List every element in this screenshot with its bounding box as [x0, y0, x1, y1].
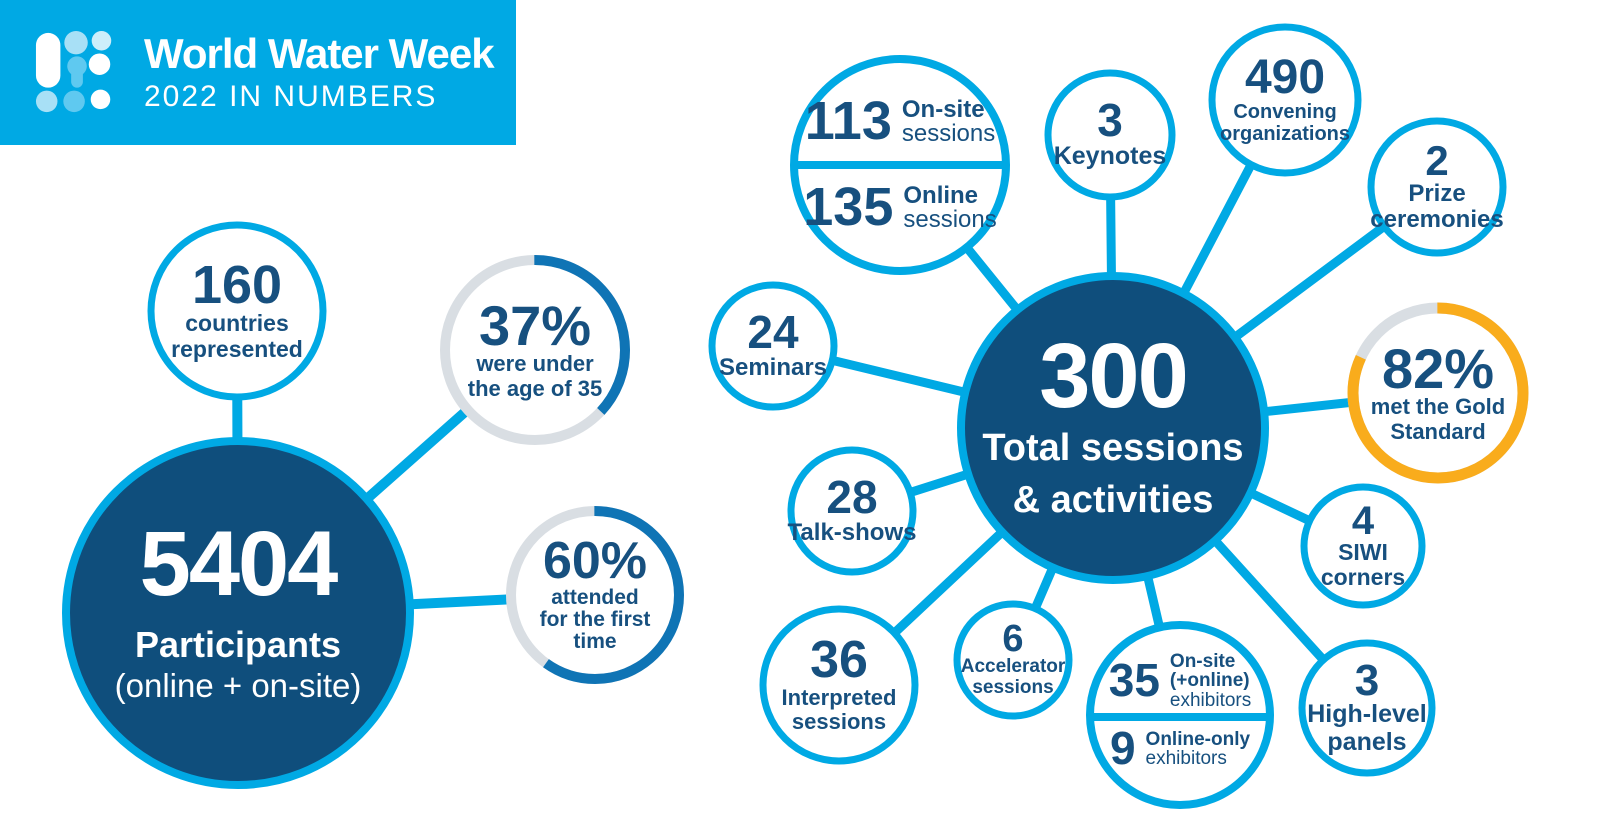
accelerator-label-line1: Accelerator: [960, 656, 1066, 678]
high-level-value: 3: [1354, 655, 1380, 705]
convening-organizations-circle: [1208, 23, 1362, 177]
first-time-label-line3: time: [573, 629, 617, 653]
prize-ceremonies-circle: [1367, 117, 1507, 257]
siwi-corners-circle: [1300, 483, 1426, 609]
participants-hub-circle: [62, 437, 414, 789]
gold-standard-label-line2: Standard: [1390, 418, 1486, 444]
interpreted-value: 36: [810, 631, 868, 690]
countries-label-line1: countries: [185, 310, 289, 337]
onsite-sessions-label-bold: On-site: [901, 95, 985, 123]
bubble-interpreted-sessions: 36 Interpreted sessions: [763, 609, 915, 761]
online-sessions-label-reg: sessions: [903, 206, 997, 233]
talk-shows-circle: [787, 446, 917, 576]
countries-label-line2: represented: [171, 335, 303, 362]
first-time-label-line2: for the first: [539, 607, 651, 631]
bubble-accelerator-sessions: 6 Accelerator sessions: [957, 604, 1069, 716]
accelerator-label-line2: sessions: [972, 677, 1054, 699]
bubble-onsite-online-sessions: 113 On-site sessions 135 Online sessions: [794, 59, 1006, 271]
onsite-exhibitors-half: 35 On-site (+online) exhibitors: [1090, 647, 1270, 715]
sessions-hub-circle: [957, 272, 1269, 584]
participants-value: 5404: [139, 513, 339, 616]
onsite-sessions-value: 113: [804, 91, 892, 152]
prize-value: 2: [1425, 136, 1449, 184]
gold-standard-value: 82%: [1381, 337, 1495, 401]
total-sessions-label-line1: Total sessions: [982, 427, 1244, 470]
siwi-corners-value: 4: [1351, 498, 1375, 543]
bubble-exhibitors: 35 On-site (+online) exhibitors 9 Online…: [1090, 625, 1270, 805]
talk-shows-label: Talk-shows: [787, 518, 917, 546]
onsite-exhibitors-label-reg: exhibitors: [1169, 689, 1252, 711]
keynotes-value: 3: [1097, 94, 1123, 147]
online-exhibitors-label-reg: exhibitors: [1145, 748, 1227, 769]
keynotes-circle: [1044, 69, 1176, 201]
onsite-sessions-half: 113 On-site sessions: [794, 79, 1006, 165]
interpreted-sessions-circle: [759, 605, 919, 765]
high-level-label-line2: panels: [1327, 727, 1407, 756]
bubble-talk-shows: 28 Talk-shows: [788, 450, 917, 572]
total-sessions-value: 300: [1039, 324, 1188, 427]
gold-standard-ring-arc: [1347, 302, 1529, 484]
first-time-value: 60%: [542, 532, 648, 591]
gold-standard-label-line1: met the Gold: [1370, 394, 1506, 420]
keynotes-label: Keynotes: [1053, 142, 1167, 171]
hub-participants: 5404 Participants (online + on-site): [66, 441, 410, 785]
bubble-countries: 160 countries represented: [151, 225, 323, 397]
accelerator-sessions-circle: [953, 600, 1073, 720]
bubble-siwi-corners: 4 SIWI corners: [1304, 487, 1422, 605]
online-exhibitors-label-bold: Online-only: [1145, 728, 1251, 750]
countries-circle: [147, 221, 327, 401]
onsite-sessions-label-reg: sessions: [901, 120, 996, 147]
bubble-first-time: 60% attended for the first time: [511, 511, 679, 679]
under-35-ring-arc: [440, 255, 630, 445]
siwi-corners-label-line2: corners: [1320, 564, 1406, 590]
onsite-exhibitors-label-bold1: On-site: [1169, 650, 1236, 672]
first-time-label-line1: attended: [551, 585, 639, 609]
seminars-circle: [708, 281, 838, 411]
convening-value: 490: [1244, 51, 1326, 105]
countries-value: 160: [191, 255, 283, 316]
total-sessions-label-line2: & activities: [1012, 478, 1214, 521]
onsite-exhibitors-label-bold2: (+online): [1169, 670, 1250, 692]
talk-shows-value: 28: [826, 470, 878, 523]
under-35-value: 37%: [478, 294, 592, 358]
bubble-high-level-panels: 3 High-level panels: [1302, 643, 1432, 773]
bubble-gold-standard: 82% met the Gold Standard: [1353, 308, 1523, 478]
header-banner: World Water Week 2022 IN NUMBERS: [0, 0, 516, 145]
page-subtitle: 2022 IN NUMBERS: [144, 80, 438, 113]
bubble-keynotes: 3 Keynotes: [1048, 73, 1172, 197]
siwi-water-drops-logo-icon: [35, 30, 112, 112]
convening-label-line2: organizations: [1219, 122, 1350, 145]
bubble-under-35: 37% were under the age of 35: [445, 260, 625, 440]
onsite-exhibitors-value: 35: [1108, 654, 1160, 707]
online-exhibitors-value: 9: [1109, 722, 1136, 775]
participants-label: Participants: [134, 623, 342, 665]
online-sessions-half: 135 Online sessions: [794, 165, 1006, 251]
siwi-corners-label-line1: SIWI: [1338, 538, 1388, 565]
page-title: World Water Week: [144, 30, 495, 77]
participants-sublabel: (online + on-site): [114, 667, 362, 705]
prize-label-line1: Prize: [1408, 179, 1466, 207]
convening-label-line1: Convening: [1233, 100, 1337, 123]
online-exhibitors-half: 9 Online-only exhibitors: [1090, 715, 1270, 783]
interpreted-label-line1: Interpreted: [781, 684, 897, 710]
seminars-label: Seminars: [718, 353, 828, 381]
first-time-ring-arc: [506, 506, 684, 684]
bubble-convening-organizations: 490 Convening organizations: [1212, 27, 1358, 173]
bubble-prize-ceremonies: 2 Prize ceremonies: [1370, 121, 1504, 253]
online-sessions-value: 135: [803, 177, 894, 238]
bubble-seminars: 24 Seminars: [712, 285, 834, 407]
accelerator-value: 6: [1002, 618, 1024, 661]
under-35-label-line1: were under: [476, 351, 594, 377]
under-35-label-line2: the age of 35: [467, 375, 603, 401]
seminars-value: 24: [747, 305, 799, 358]
high-level-panels-circle: [1298, 639, 1436, 777]
interpreted-label-line2: sessions: [791, 708, 887, 734]
header-text: World Water Week 2022 IN NUMBERS: [144, 30, 495, 113]
prize-label-line2: ceremonies: [1370, 205, 1504, 233]
online-sessions-label-bold: Online: [903, 181, 979, 209]
high-level-label-line1: High-level: [1307, 700, 1427, 729]
hub-total-sessions: 300 Total sessions & activities: [961, 276, 1265, 580]
